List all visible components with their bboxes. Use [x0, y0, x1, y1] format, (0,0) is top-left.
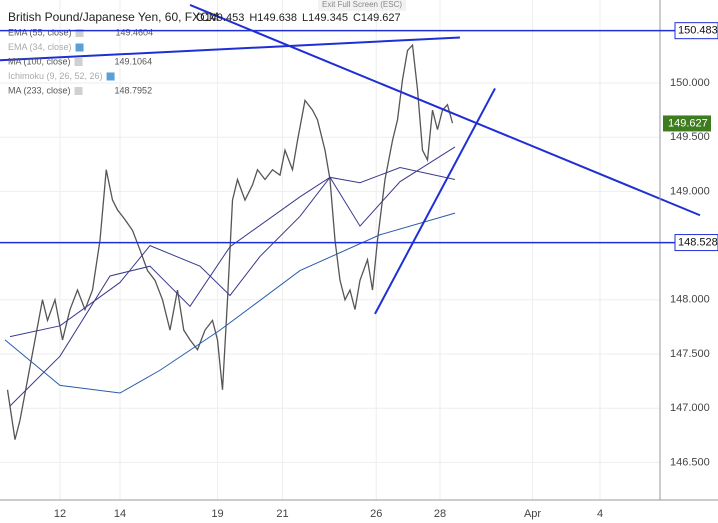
indicator-name: EMA (55, close) [8, 27, 72, 37]
ohlc-label: C [353, 12, 361, 24]
ohlc-label: H [249, 12, 257, 24]
level-box [674, 234, 718, 252]
indicator-button[interactable] [75, 29, 84, 37]
indicator-button[interactable] [75, 43, 84, 52]
x-tick-label: 12 [54, 508, 66, 520]
ohlc-value: 149.638 [257, 12, 297, 24]
trend-line [374, 87, 496, 315]
ohlc-value: 149.345 [308, 12, 348, 24]
trend-line [189, 4, 701, 217]
indicator-name: EMA (34, close) [8, 42, 72, 52]
x-tick-label: 14 [114, 508, 126, 520]
x-tick-label: 26 [370, 508, 382, 520]
indicator-line [9, 146, 456, 407]
y-tick-label: 149.000 [670, 185, 710, 197]
x-tick-label: 4 [597, 508, 603, 520]
last-price-label: 149.627 [668, 117, 708, 129]
indicator-name: Ichimoku (9, 26, 52, 26) [8, 71, 103, 81]
x-tick-label: 19 [211, 508, 223, 520]
x-tick-label: Apr [524, 508, 541, 520]
indicator-button[interactable] [74, 58, 83, 66]
ohlc-label: O [196, 12, 205, 24]
indicator-name: MA (233, close) [8, 85, 71, 95]
indicator-name: MA (100, close) [8, 56, 71, 66]
indicator-line [9, 167, 456, 338]
price-line [6, 43, 454, 440]
y-tick-label: 150.000 [670, 77, 710, 89]
banner[interactable]: Exit Full Screen (ESC) [322, 0, 402, 9]
plot-area [0, 0, 701, 500]
indicator-value: 148.7952 [115, 85, 153, 95]
indicator-value: 149.1064 [115, 56, 153, 66]
level-label: 148.528 [678, 236, 718, 248]
ohlc-label: L [302, 12, 308, 24]
chart-title: British Pound/Japanese Yen, 60, FXCM [8, 10, 219, 24]
y-tick-label: 147.000 [670, 402, 710, 414]
indicator-button[interactable] [74, 87, 83, 95]
x-tick-label: 28 [434, 508, 446, 520]
indicator-button[interactable] [106, 72, 115, 81]
y-tick-label: 148.000 [670, 294, 710, 306]
indicator-value: 149.4604 [116, 27, 154, 37]
x-tick-label: 21 [276, 508, 288, 520]
y-tick-label: 146.500 [670, 456, 710, 468]
level-box [674, 22, 718, 40]
indicator-line [4, 212, 456, 394]
last-price-box [663, 115, 711, 132]
level-label: 150.483 [678, 25, 718, 37]
y-tick-label: 147.500 [670, 348, 710, 360]
trend-line [0, 36, 461, 62]
ohlc-value: 149.627 [361, 12, 401, 24]
ohlc-value: 149.453 [205, 12, 245, 24]
banner-box[interactable] [318, 0, 406, 11]
y-tick-label: 149.500 [670, 131, 710, 143]
